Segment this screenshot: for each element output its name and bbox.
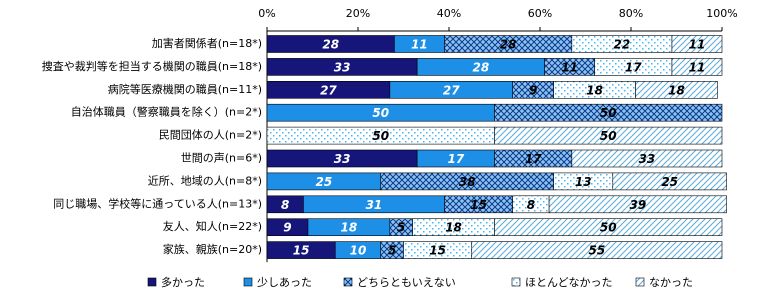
value-label: 18	[445, 221, 462, 235]
legend-swatch	[147, 277, 157, 287]
value-label: 15	[293, 244, 310, 258]
value-label: 8	[527, 198, 535, 212]
value-label: 5	[388, 244, 396, 258]
value-label: 11	[689, 38, 706, 52]
bar-segment	[494, 103, 723, 122]
category-label: 自治体職員（警察職員を除く）(n=2*)	[71, 105, 262, 119]
value-label: 18	[668, 83, 685, 97]
category-label: 世間の声(n=6*)	[181, 151, 262, 165]
bar-segment	[548, 195, 727, 214]
value-label: 33	[334, 152, 351, 166]
bar-segment	[612, 172, 727, 191]
value-label: 25	[316, 175, 333, 189]
value-label: 38	[459, 175, 476, 189]
value-label: 28	[322, 38, 339, 52]
legend-swatch	[635, 277, 645, 287]
category-label: 同じ職場、学校等に通っている人(n=13*)	[53, 196, 262, 210]
value-label: 31	[366, 198, 383, 212]
value-label: 17	[447, 152, 464, 166]
bar-segment	[571, 149, 723, 168]
legend-label: ほとんどなかった	[525, 276, 612, 289]
bar-segment	[471, 241, 723, 259]
value-label: 8	[281, 198, 289, 212]
x-tick-label: 60%	[528, 7, 552, 20]
value-label: 50	[600, 129, 617, 143]
value-label: 13	[575, 175, 592, 189]
category-label: 加害者関係者(n=18*)	[152, 36, 262, 50]
legend-label: どちらともいえない	[357, 276, 456, 289]
x-tick-label: 40%	[437, 7, 461, 20]
value-label: 9	[283, 221, 291, 235]
value-label: 33	[639, 152, 656, 166]
value-label: 28	[472, 60, 489, 74]
category-label: 病院等医療機関の職員(n=11*)	[108, 82, 262, 96]
category-label: 捜査や裁判等を担当する機関の職員(n=18*)	[42, 59, 262, 73]
value-label: 9	[529, 83, 537, 97]
value-label: 50	[372, 129, 389, 143]
category-label: 近所、地域の人(n=8*)	[148, 174, 262, 187]
value-label: 50	[600, 221, 617, 235]
value-label: 27	[320, 83, 337, 97]
value-label: 11	[411, 38, 428, 52]
legend-label: なかった	[649, 276, 693, 289]
value-label: 39	[629, 198, 646, 212]
category-label: 友人、知人(n=22*)	[163, 219, 262, 233]
value-label: 11	[689, 60, 706, 74]
bar-segment	[494, 218, 723, 236]
bar-segment	[671, 58, 723, 76]
value-label: 27	[443, 83, 460, 97]
value-label: 11	[561, 60, 578, 74]
value-label: 18	[341, 221, 358, 235]
category-label: 家族、親族(n=20*)	[163, 242, 262, 256]
value-label: 28	[500, 38, 517, 52]
x-tick-label: 100%	[706, 7, 737, 20]
value-label: 22	[614, 38, 631, 52]
bar-segment	[494, 126, 723, 145]
value-label: 50	[372, 106, 389, 120]
bar-segment	[635, 81, 718, 99]
x-tick-label: 80%	[619, 7, 643, 20]
legend-swatch	[343, 277, 353, 287]
bar-segment	[671, 35, 723, 53]
value-label: 15	[470, 198, 487, 212]
value-label: 55	[589, 244, 606, 258]
legend-label: 少しあった	[257, 276, 312, 289]
value-label: 10	[350, 244, 367, 258]
legend-label: 多かった	[161, 275, 205, 289]
x-tick-label: 0%	[258, 7, 275, 20]
value-label: 50	[600, 106, 617, 120]
legend-swatch	[511, 277, 521, 287]
value-label: 17	[625, 60, 642, 74]
value-label: 18	[586, 83, 603, 97]
value-label: 15	[429, 244, 446, 258]
legend-swatch	[243, 277, 253, 287]
value-label: 17	[525, 152, 542, 166]
category-label: 民間団体の人(n=2*)	[159, 128, 262, 142]
value-label: 5	[397, 221, 405, 235]
value-label: 25	[661, 175, 678, 189]
value-label: 33	[334, 60, 351, 74]
x-tick-label: 20%	[346, 7, 370, 20]
